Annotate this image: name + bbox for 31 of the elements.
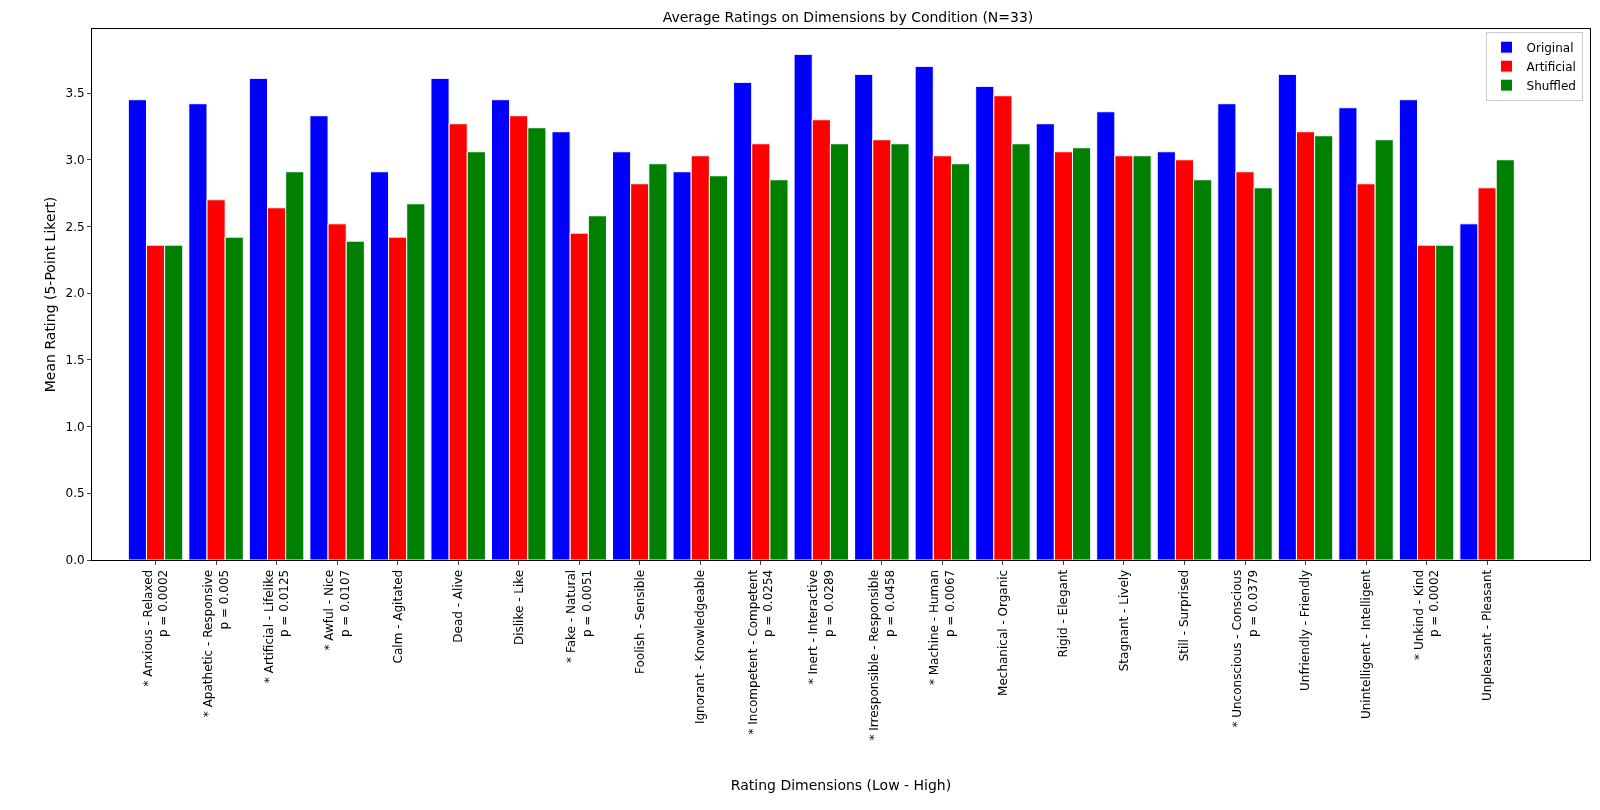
x-tick-label: Still - Surprised <box>1177 569 1192 662</box>
y-tick-label: 1.0 <box>65 419 85 434</box>
x-tick-label: Ignorant - Knowledgeable <box>693 569 708 725</box>
x-tick-label: Foolish - Sensible <box>632 569 647 674</box>
x-tick-label: Mechanical - Organic <box>995 569 1010 696</box>
x-tick-label: Dead - Alive <box>451 569 466 643</box>
x-tick-label: Unpleasant - Pleasant <box>1480 569 1495 701</box>
legend-label: Artificial <box>1526 59 1576 74</box>
y-tick-label: 1.5 <box>65 353 85 368</box>
x-tick-label: * Unconscious - Conscious p = 0.0379 <box>1230 569 1260 728</box>
x-tick-label: Calm - Agitated <box>390 569 405 664</box>
x-tick-label: Rigid - Elegant <box>1056 569 1071 658</box>
y-tick-label: 0.0 <box>65 553 85 568</box>
legend-label: Shuffled <box>1526 78 1576 93</box>
legend-label: Original <box>1526 40 1574 55</box>
x-tick-label: Unintelligent - Intelligent <box>1358 569 1373 720</box>
x-tick-label: * Incompetent - Competent p = 0.0254 <box>745 569 776 735</box>
y-tick-label: 2.0 <box>65 286 85 301</box>
y-tick-label: 3.5 <box>65 86 85 101</box>
y-axis-title: Mean Rating (5-Point Likert) <box>42 196 59 393</box>
x-tick-label: * Anxious - Relaxed p = 0.0002 <box>140 569 171 687</box>
x-tick-label: Stagnant - Lively <box>1116 569 1131 672</box>
y-tick-label: 3.0 <box>65 152 85 167</box>
x-tick-label: * Fake - Natural p = 0.0051 <box>564 569 594 663</box>
x-axis-title: Rating Dimensions (Low - High) <box>730 776 952 793</box>
y-tick-label: 2.5 <box>65 219 85 234</box>
y-tick-label: 0.5 <box>65 486 85 501</box>
x-tick-label: * Unkind - Kind p = 0.0002 <box>1411 569 1442 660</box>
chart-title: Average Ratings on Dimensions by Condition (N=33) <box>662 8 1034 25</box>
x-tick-label: Dislike - Like <box>511 569 526 646</box>
x-tick-label: Unfriendly - Friendly <box>1298 569 1313 692</box>
